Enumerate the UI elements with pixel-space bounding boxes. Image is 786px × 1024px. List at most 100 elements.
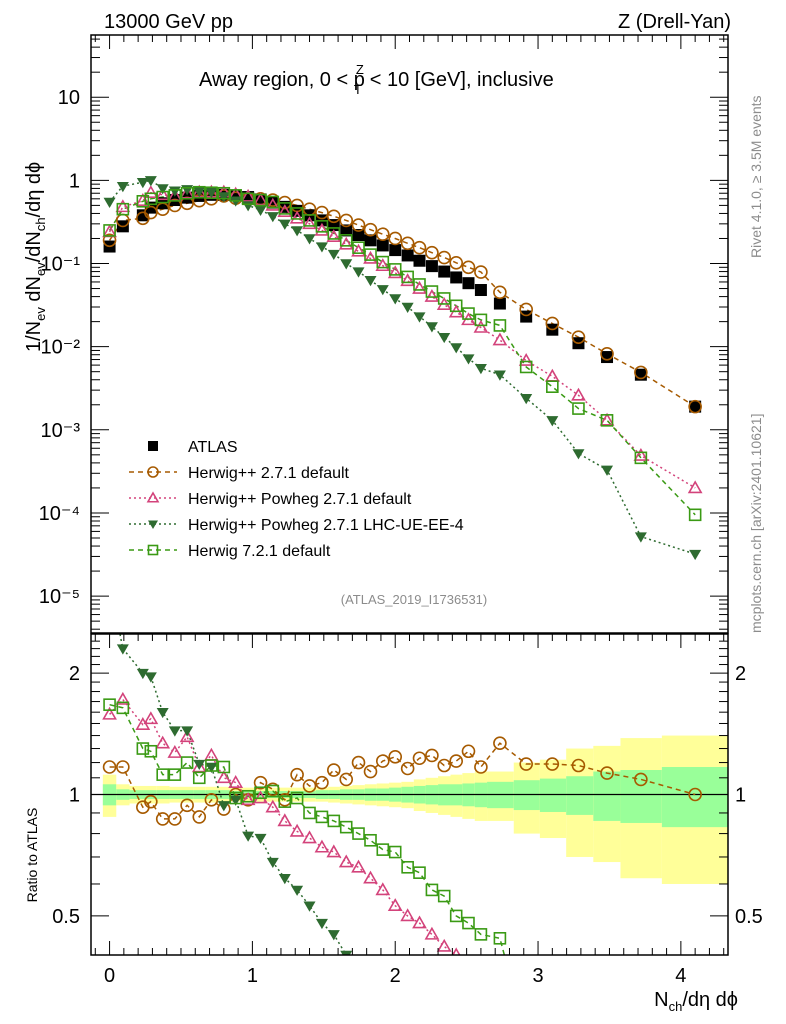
main-point-herwig-7-2-1-default <box>688 508 702 522</box>
main-point-herwig-powheg-2-7-1-default <box>351 243 366 257</box>
main-point-atlas <box>376 239 389 252</box>
legend-label: Herwig++ Powheg 2.7.1 default <box>188 491 412 508</box>
legend-label: Herwig 7.2.1 default <box>188 543 331 560</box>
ratio-point-herwig-powheg-2-7-1-lhc-ue-ee-4 <box>353 969 365 979</box>
ratio-point-herwig-powheg-2-7-1-lhc-ue-ee-4 <box>168 726 181 737</box>
x-tick-label: 1 <box>247 965 258 987</box>
main-point-herwig-2-7-1-default <box>375 227 390 242</box>
y-tick-label-main: 10⁻¹ <box>41 254 81 276</box>
ratio-point-herwig-2-7-1-default <box>144 794 158 809</box>
main-point-herwig-powheg-2-7-1-lhc-ue-ee-4 <box>116 182 129 193</box>
main-point-herwig-powheg-2-7-1-lhc-ue-ee-4 <box>689 549 702 561</box>
ratio-point-herwig-7-2-1-default <box>116 701 130 715</box>
ratio-point-herwig-powheg-2-7-1-default <box>167 745 183 758</box>
legend-marker <box>146 491 160 503</box>
ratio-point-herwig-2-7-1-default <box>493 736 507 751</box>
xlabel-sub-ch: ch <box>669 999 683 1014</box>
ratio-markers <box>102 644 702 979</box>
ratio-point-herwig-2-7-1-default <box>412 751 427 766</box>
ratio-point-herwig-7-2-1-default <box>103 698 116 711</box>
main-point-herwig-7-2-1-default <box>180 186 194 200</box>
ratio-point-herwig-2-7-1-default <box>634 772 648 787</box>
ratio-point-herwig-2-7-1-default <box>600 766 614 780</box>
main-point-herwig-2-7-1-default <box>449 255 464 270</box>
y-tick-label-main: 10 <box>58 87 80 109</box>
main-point-herwig-2-7-1-default <box>571 330 586 344</box>
ratio-point-herwig-2-7-1-default <box>449 754 464 768</box>
main-point-herwig-2-7-1-default <box>493 285 507 300</box>
ratio-point-herwig-powheg-2-7-1-default <box>289 823 305 837</box>
ratio-point-herwig-2-7-1-default <box>327 763 341 777</box>
main-point-herwig-powheg-2-7-1-default <box>544 368 560 382</box>
ratio-point-herwig-powheg-2-7-1-lhc-ue-ee-4 <box>116 644 129 655</box>
ratio-point-herwig-powheg-2-7-1-lhc-ue-ee-4 <box>156 707 169 719</box>
main-point-herwig-7-2-1-default <box>229 189 242 202</box>
annotation-sup: Z <box>356 62 364 77</box>
main-point-atlas <box>474 284 487 297</box>
plot-annotation: Away region, 0 < pTZ < 10 [GeV], inclusiv… <box>199 62 554 97</box>
mcplots-label: mcplots.cern.ch [arXiv:2401.10621] <box>748 414 764 633</box>
main-point-herwig-7-2-1-default <box>303 214 316 227</box>
main-point-herwig-powheg-2-7-1-default <box>363 250 378 264</box>
main-point-herwig-powheg-2-7-1-default <box>424 288 440 302</box>
main-point-herwig-powheg-2-7-1-lhc-ue-ee-4 <box>634 532 647 543</box>
ratio-point-herwig-7-2-1-default <box>449 909 463 923</box>
main-point-atlas <box>413 254 426 267</box>
ratio-point-herwig-7-2-1-default <box>339 820 353 834</box>
main-point-herwig-7-2-1-default <box>315 220 329 233</box>
main-point-herwig-powheg-2-7-1-default <box>387 265 403 279</box>
ratio-point-herwig-7-2-1-default <box>278 795 292 808</box>
ratio-point-herwig-2-7-1-default <box>204 793 219 807</box>
ratio-point-herwig-2-7-1-default <box>363 764 378 779</box>
ratio-point-herwig-7-2-1-default <box>180 756 194 769</box>
main-point-herwig-powheg-2-7-1-default <box>302 216 317 230</box>
legend-label: ATLAS <box>188 439 238 456</box>
main-markers <box>102 176 703 561</box>
ratio-point-herwig-powheg-2-7-1-default <box>143 711 159 725</box>
ratio-point-herwig-powheg-2-7-1-default <box>412 915 427 929</box>
main-point-herwig-powheg-2-7-1-default <box>571 387 586 401</box>
main-point-herwig-powheg-2-7-1-lhc-ue-ee-4 <box>266 212 279 223</box>
ratio-point-herwig-2-7-1-default <box>425 748 439 763</box>
main-point-herwig-7-2-1-default <box>205 186 218 200</box>
main-point-herwig-powheg-2-7-1-default <box>412 280 427 294</box>
main-point-herwig-powheg-2-7-1-default <box>400 273 416 287</box>
main-point-herwig-powheg-2-7-1-default <box>115 199 131 213</box>
main-point-herwig-powheg-2-7-1-default <box>277 204 293 217</box>
main-point-herwig-powheg-2-7-1-lhc-ue-ee-4 <box>136 178 149 189</box>
ratio-point-herwig-2-7-1-default <box>315 775 329 790</box>
legend-marker <box>148 520 158 529</box>
main-point-herwig-powheg-2-7-1-lhc-ue-ee-4 <box>254 205 267 217</box>
main-point-herwig-7-2-1-default <box>462 307 475 320</box>
ratio-point-herwig-7-2-1-default <box>144 744 158 758</box>
main-point-herwig-7-2-1-default <box>266 195 280 209</box>
main-point-herwig-powheg-2-7-1-lhc-ue-ee-4 <box>438 332 451 344</box>
y-tick-label-ratio: 2 <box>69 663 80 685</box>
main-point-herwig-7-2-1-default <box>546 380 559 393</box>
main-point-herwig-7-2-1-default <box>401 270 414 284</box>
ratio-point-herwig-powheg-2-7-1-default <box>314 839 330 853</box>
ratio-point-herwig-7-2-1-default <box>192 771 206 785</box>
ratio-point-herwig-7-2-1-default <box>303 806 316 820</box>
x-tick-label: 3 <box>532 965 543 987</box>
main-point-herwig-7-2-1-default <box>136 194 150 208</box>
ratio-point-herwig-2-7-1-default <box>400 761 415 776</box>
ratio-point-herwig-powheg-2-7-1-lhc-ue-ee-4 <box>327 930 340 941</box>
main-point-herwig-powheg-2-7-1-lhc-ue-ee-4 <box>364 275 377 287</box>
main-point-herwig-7-2-1-default <box>168 189 182 202</box>
y-tick-label-main: 1 <box>69 170 80 192</box>
legend-label: Herwig++ Powheg 2.7.1 LHC-UE-EE-4 <box>188 517 464 534</box>
ratio-point-herwig-powheg-2-7-1-default <box>462 958 474 969</box>
main-point-herwig-powheg-2-7-1-lhc-ue-ee-4 <box>450 343 463 354</box>
main-point-herwig-2-7-1-default <box>437 250 452 265</box>
ratio-point-herwig-powheg-2-7-1-lhc-ue-ee-4 <box>266 857 279 869</box>
ratio-point-herwig-powheg-2-7-1-default <box>363 870 378 884</box>
ratio-point-herwig-7-2-1-default <box>241 789 255 803</box>
ratio-point-herwig-powheg-2-7-1-lhc-ue-ee-4 <box>144 672 157 683</box>
ratio-point-herwig-7-2-1-default <box>352 827 365 840</box>
ratio-point-herwig-7-2-1-default <box>327 814 341 828</box>
main-point-herwig-2-7-1-default <box>425 245 439 260</box>
ratio-point-herwig-7-2-1-default <box>254 786 267 800</box>
ratio-point-herwig-powheg-2-7-1-lhc-ue-ee-4 <box>291 885 304 896</box>
ratio-point-herwig-7-2-1-default <box>205 759 218 772</box>
